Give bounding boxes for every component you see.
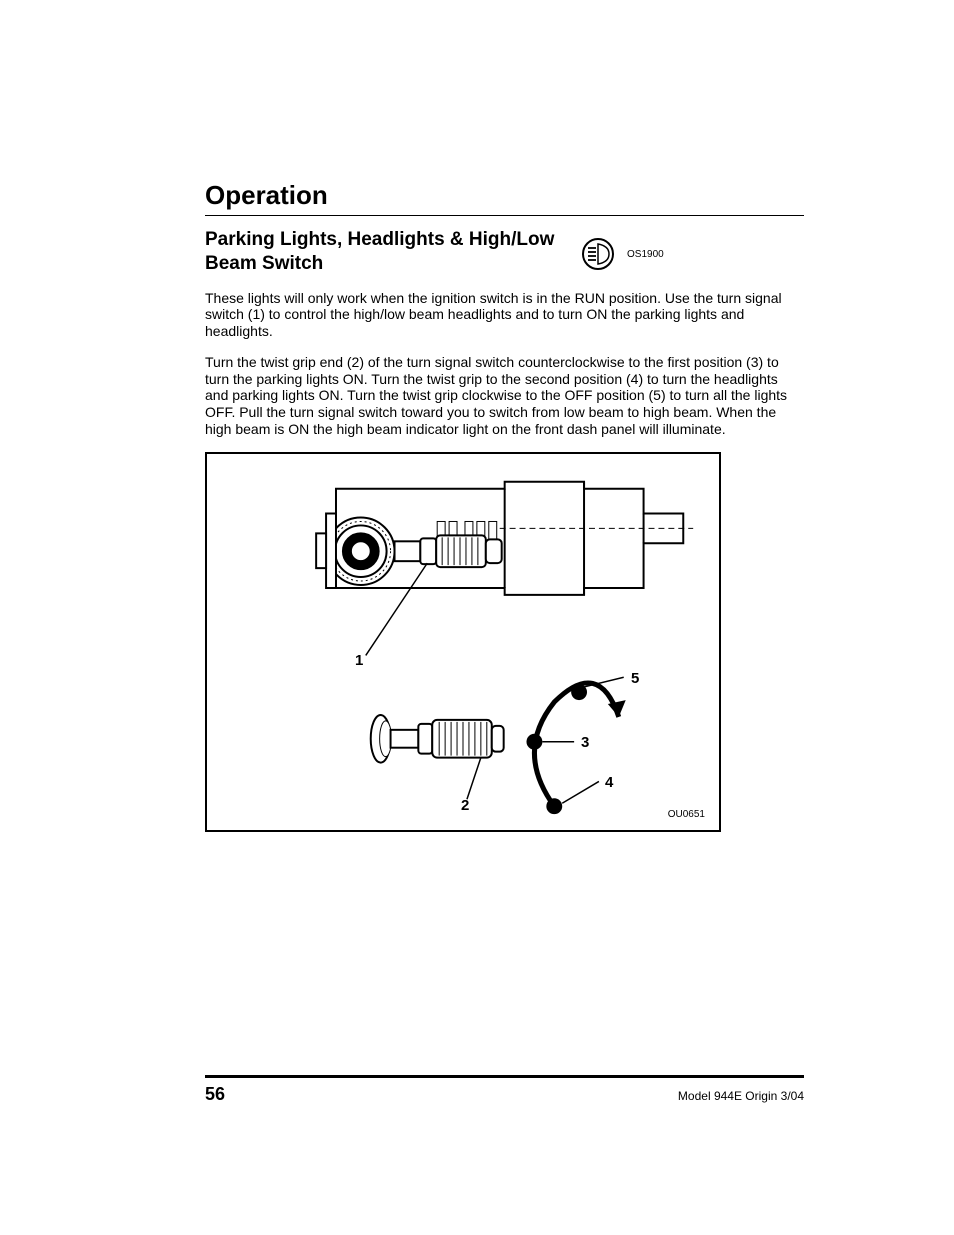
footer-model-text: Model 944E Origin 3/04	[678, 1089, 804, 1103]
figure-diagram	[207, 454, 719, 831]
paragraph-2: Turn the twist grip end (2) of the turn …	[205, 354, 804, 438]
footer-rule	[205, 1075, 804, 1078]
page-footer: 56 Model 944E Origin 3/04	[205, 1075, 804, 1105]
section-rule	[205, 215, 804, 216]
callout-3: 3	[581, 734, 589, 751]
subheading: Parking Lights, Headlights & High/Low Be…	[205, 228, 565, 276]
section-title: Operation	[205, 180, 804, 211]
paragraph-1: These lights will only work when the ign…	[205, 290, 804, 340]
headlight-icon-group: OS1900	[579, 228, 664, 272]
callout-4: 4	[605, 774, 613, 791]
headlight-icon	[579, 236, 617, 272]
icon-code-label: OS1900	[627, 249, 664, 260]
figure-code: OU0651	[668, 809, 705, 820]
callout-5: 5	[631, 670, 639, 687]
figure-box: 1 2 3 4 5 OU0651	[205, 452, 721, 832]
callout-2: 2	[461, 797, 469, 814]
page-number: 56	[205, 1084, 225, 1105]
heading-row: Parking Lights, Headlights & High/Low Be…	[205, 228, 804, 276]
callout-1: 1	[355, 652, 363, 669]
